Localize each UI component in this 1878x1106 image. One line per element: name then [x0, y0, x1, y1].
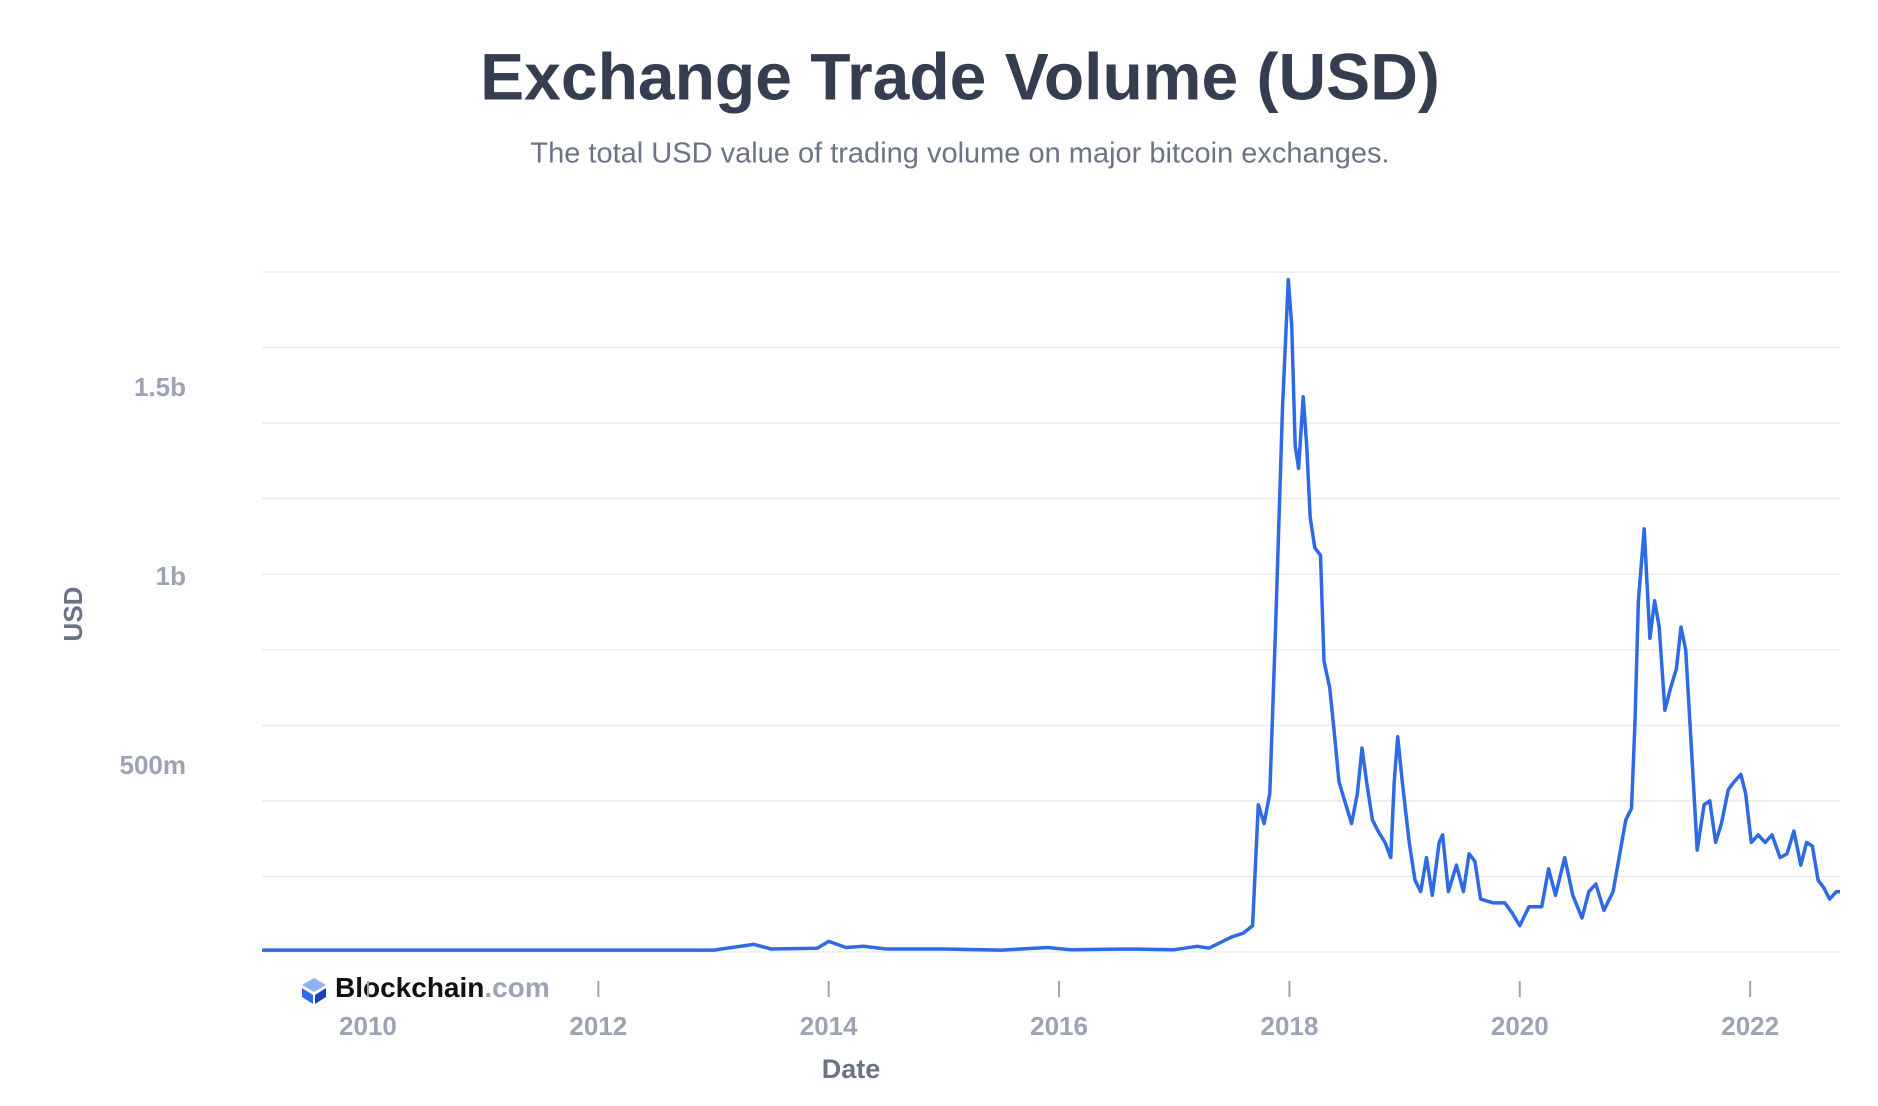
- logo-icon: [315, 988, 326, 1004]
- x-tick-label: 2014: [800, 1011, 858, 1041]
- logo-icon: [302, 988, 313, 1004]
- chart-title: Exchange Trade Volume (USD): [480, 39, 1440, 113]
- x-tick-label: 2022: [1721, 1011, 1779, 1041]
- x-axis-label: Date: [822, 1054, 881, 1084]
- x-tick-label: 2018: [1261, 1011, 1319, 1041]
- x-tick-label: 2012: [569, 1011, 627, 1041]
- y-tick-label: 1.5b: [134, 372, 186, 402]
- data-line: [262, 277, 1840, 952]
- watermark-text: Blockchain.com: [335, 972, 550, 1003]
- chart-subtitle: The total USD value of trading volume on…: [530, 138, 1389, 170]
- x-tick-label: 2020: [1491, 1011, 1549, 1041]
- y-tick-label: 500m: [120, 750, 187, 780]
- watermark: Blockchain.com: [302, 972, 550, 1004]
- brand: Blockchain: [335, 972, 484, 1003]
- domain: .com: [484, 972, 549, 1003]
- y-tick-label: 1b: [156, 561, 186, 591]
- x-tick-label: 2010: [339, 1011, 397, 1041]
- y-axis-label: USD: [58, 587, 88, 642]
- logo-icon: [302, 978, 326, 992]
- x-tick-label: 2016: [1030, 1011, 1088, 1041]
